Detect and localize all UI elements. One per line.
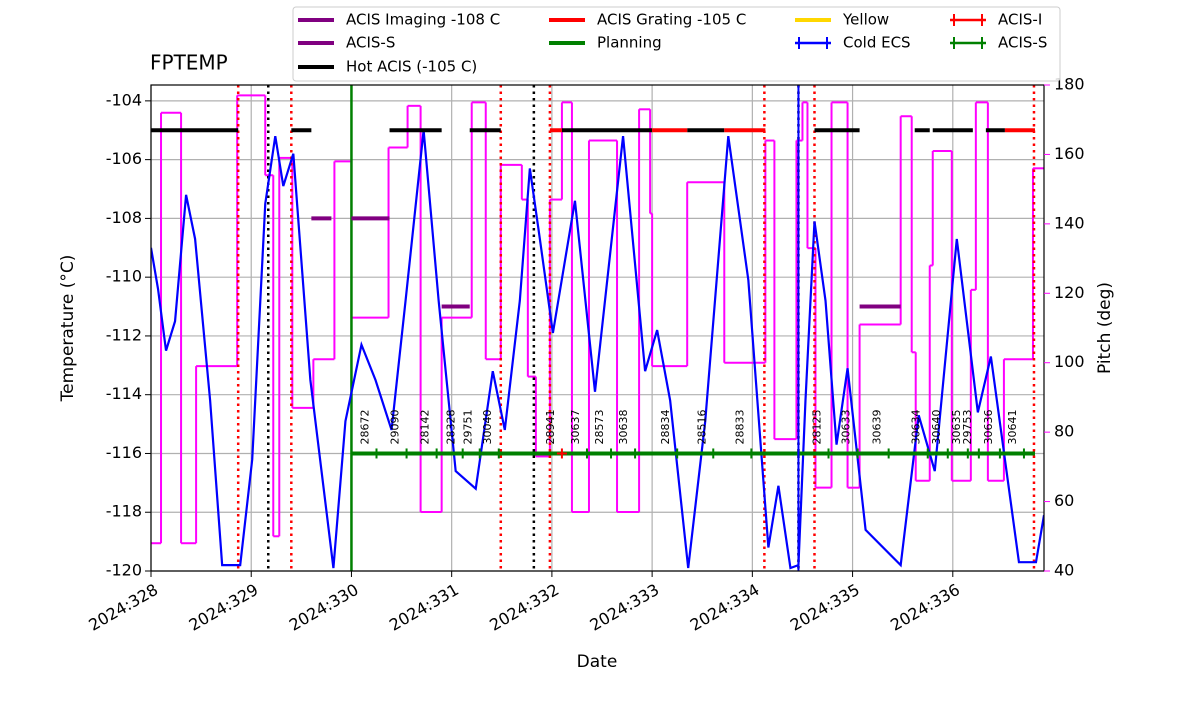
x-tick-label: 2024:329 — [186, 580, 262, 635]
legend-label: ACIS Grating -105 C — [597, 11, 746, 29]
legend: ACIS Imaging -108 C ACIS-S Hot ACIS (-105 … — [298, 11, 1047, 76]
obsid-label: 29090 — [389, 409, 402, 444]
obsid-label: 28941 — [544, 409, 557, 444]
y2-tick-label: 60 — [1054, 491, 1074, 510]
legend-label: Hot ACIS (-105 C) — [346, 58, 477, 76]
obsid-label: 28125 — [811, 409, 824, 444]
obsid-label: 28516 — [695, 409, 708, 444]
x-tick-label: 2024:328 — [85, 580, 161, 635]
obsid-label: 29753 — [961, 409, 974, 444]
obsid-label: 30040 — [481, 409, 494, 444]
legend-label: Yellow — [842, 11, 889, 29]
obsid-label: 30640 — [930, 409, 943, 444]
obsid-label: 29751 — [462, 409, 475, 444]
y-tick-label: -120 — [106, 561, 142, 580]
x-tick-label: 2024:336 — [887, 580, 963, 635]
x-tick-label: 2024:332 — [486, 580, 562, 635]
x-tick-label: 2024:335 — [787, 580, 863, 635]
legend-label: ACIS Imaging -108 C — [346, 11, 500, 29]
y-tick-label: -104 — [106, 90, 142, 109]
obsid-label: 30637 — [569, 409, 582, 444]
y2-tick-label: 40 — [1054, 561, 1074, 580]
obsid-label: 30634 — [910, 409, 923, 444]
legend-label: Planning — [597, 34, 662, 52]
y2-axis-label: Pitch (deg) — [1095, 282, 1115, 374]
obsid-label: 28834 — [659, 409, 672, 444]
obsid-label: 30636 — [982, 409, 995, 444]
x-tick-label: 2024:330 — [286, 580, 362, 635]
grid — [150, 85, 1044, 572]
obsid-label: 30635 — [950, 409, 963, 444]
y-tick-label: -116 — [106, 443, 142, 462]
y2-tick-label: 160 — [1054, 144, 1085, 163]
legend-box — [292, 6, 1061, 82]
x-tick-label: 2024:334 — [687, 580, 763, 635]
obsid-label: 28142 — [419, 409, 432, 444]
y2-tick-label: 140 — [1054, 213, 1085, 232]
y-axis-label: Temperature (°C) — [58, 255, 78, 403]
plot-area: 28941 28672 29090 28142 28328 29751 30040 30637… — [151, 85, 1044, 571]
legend-label: ACIS-I — [998, 11, 1042, 29]
legend-label: Cold ECS — [843, 34, 911, 52]
obsid-label: 30633 — [840, 409, 853, 444]
y2-tick-label: 100 — [1054, 352, 1085, 371]
y-tick-label: -118 — [106, 502, 142, 521]
x-tick-label: 2024:333 — [586, 580, 662, 635]
axes: 2024:328 2024:329 2024:330 2024:331 2024:332… — [85, 75, 1084, 635]
y-tick-label: -114 — [106, 384, 142, 403]
obsid-label: 30638 — [617, 409, 630, 444]
obsid-label: 28573 — [593, 409, 606, 444]
obsid-label: 28833 — [733, 409, 746, 444]
obsid-label: 28328 — [445, 409, 458, 444]
y2-tick-label: 120 — [1054, 283, 1085, 302]
y2-tick-label: 80 — [1054, 422, 1074, 441]
x-tick-label: 2024:331 — [386, 580, 462, 635]
temperature-line — [151, 130, 1044, 570]
obsid-label: 28672 — [359, 409, 372, 444]
plot-frame — [150, 84, 1045, 572]
y-tick-label: -110 — [106, 267, 142, 286]
chart-title: FPTEMP — [150, 51, 228, 75]
legend-label: ACIS-S — [998, 34, 1047, 52]
x-axis-label: Date — [577, 652, 618, 672]
obsid-label: 30641 — [1006, 409, 1019, 444]
y-tick-label: -106 — [106, 149, 142, 168]
obsid-label: 30639 — [871, 409, 884, 444]
legend-label: ACIS-S — [346, 34, 395, 52]
y-tick-label: -108 — [106, 208, 142, 227]
y-tick-label: -112 — [106, 325, 142, 344]
y2-tick-label: 180 — [1054, 75, 1085, 94]
